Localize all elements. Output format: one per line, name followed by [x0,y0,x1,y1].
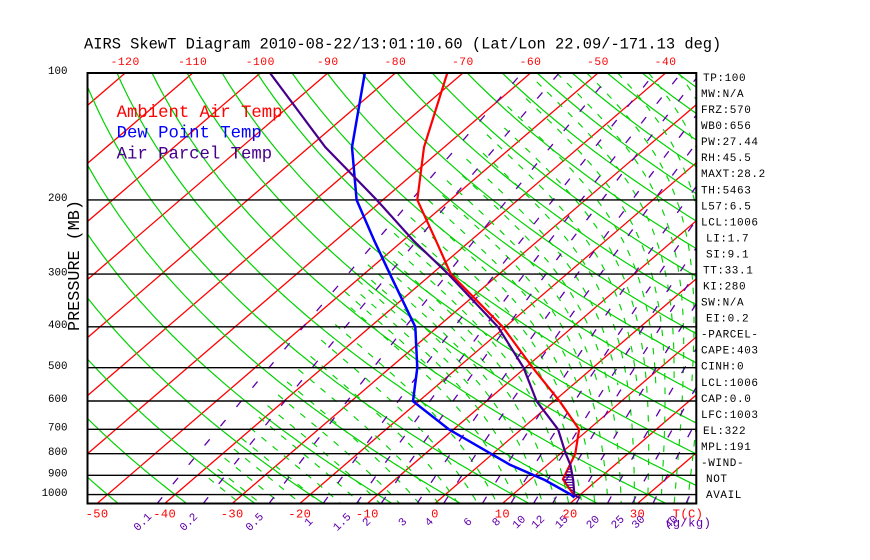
svg-text:LCL:1006: LCL:1006 [701,217,759,229]
svg-text:600: 600 [48,394,67,406]
svg-text:LFC:1003: LFC:1003 [701,410,759,422]
svg-text:-40: -40 [655,57,677,69]
svg-text:CAP:0.0: CAP:0.0 [701,394,751,406]
svg-text:-WIND-: -WIND- [701,458,744,470]
svg-text:L57:6.5: L57:6.5 [701,201,751,213]
svg-text:100: 100 [48,66,67,78]
svg-text:MAXT:28.2: MAXT:28.2 [701,169,766,181]
svg-text:Dew Point Temp: Dew Point Temp [117,124,262,143]
svg-text:-50: -50 [587,57,609,69]
svg-text:Air Parcel Temp: Air Parcel Temp [117,146,273,165]
svg-text:800: 800 [48,447,67,459]
svg-text:-80: -80 [384,57,406,69]
svg-text:KI:280: KI:280 [703,282,746,294]
svg-text:30: 30 [630,507,645,521]
svg-text:EL:322: EL:322 [703,426,746,438]
svg-text:-120: -120 [111,57,140,69]
svg-text:WB0:656: WB0:656 [701,121,751,133]
svg-text:10: 10 [495,507,510,521]
svg-text:Ambient Air Temp: Ambient Air Temp [117,104,283,123]
svg-text:-60: -60 [520,57,542,69]
svg-text:PW:27.44: PW:27.44 [701,137,759,149]
svg-text:-20: -20 [288,507,311,521]
svg-text:700: 700 [48,423,67,435]
svg-text:900: 900 [48,469,67,481]
svg-text:(g/kg): (g/kg) [665,517,711,531]
svg-text:AVAIL: AVAIL [706,490,742,502]
svg-text:1000: 1000 [42,488,68,500]
svg-text:200: 200 [48,193,67,205]
svg-text:-100: -100 [246,57,275,69]
svg-text:500: 500 [48,361,67,373]
svg-text:-30: -30 [221,507,244,521]
svg-text:FRZ:570: FRZ:570 [701,105,751,117]
svg-text:SW:N/A: SW:N/A [701,298,744,310]
svg-text:TP:100: TP:100 [703,73,746,85]
svg-text:MPL:191: MPL:191 [701,442,751,454]
svg-text:400: 400 [48,320,67,332]
svg-text:TT:33.1: TT:33.1 [703,266,753,278]
svg-text:RH:45.5: RH:45.5 [701,153,751,165]
svg-text:20: 20 [562,507,577,521]
svg-text:TH:5463: TH:5463 [701,185,751,197]
svg-text:CINH:0: CINH:0 [701,362,744,374]
svg-text:AIRS SkewT Diagram 2010-08-22/: AIRS SkewT Diagram 2010-08-22/13:01:10.6… [84,36,721,54]
svg-text:EI:0.2: EI:0.2 [706,314,749,326]
svg-text:LI:1.7: LI:1.7 [706,233,749,245]
svg-text:CAPE:403: CAPE:403 [701,346,759,358]
svg-text:-90: -90 [317,57,339,69]
svg-text:PRESSURE (MB): PRESSURE (MB) [66,200,85,331]
svg-text:LCL:1006: LCL:1006 [701,378,759,390]
svg-text:-70: -70 [452,57,474,69]
svg-text:T(C): T(C) [673,507,704,521]
svg-text:300: 300 [48,267,67,279]
svg-text:-PARCEL-: -PARCEL- [701,330,759,342]
svg-text:MW:N/A: MW:N/A [701,89,744,101]
svg-text:0: 0 [431,507,439,521]
svg-text:SI:9.1: SI:9.1 [706,249,749,261]
svg-text:-10: -10 [356,507,379,521]
svg-text:-50: -50 [86,507,109,521]
svg-text:-110: -110 [178,57,207,69]
svg-text:-40: -40 [153,507,176,521]
svg-text:NOT: NOT [706,474,728,486]
